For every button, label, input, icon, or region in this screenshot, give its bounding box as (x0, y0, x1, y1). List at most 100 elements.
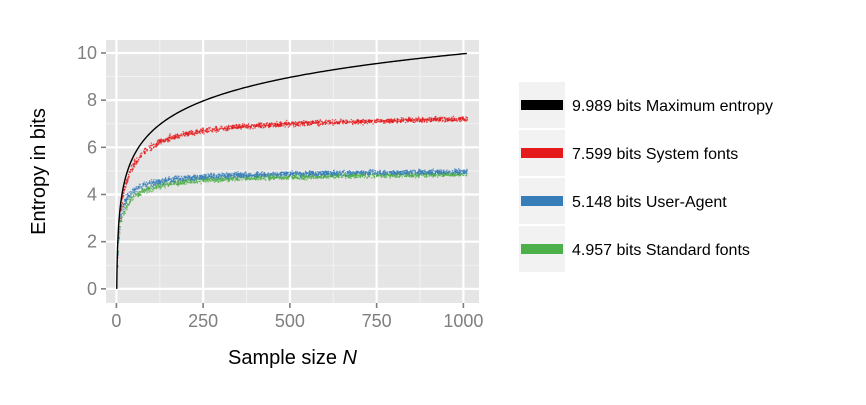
data-point (336, 172, 338, 174)
data-point (226, 172, 228, 174)
data-point (215, 175, 217, 177)
data-point (177, 177, 179, 179)
x-tick-label: 750 (362, 311, 392, 331)
data-point (159, 186, 161, 188)
data-point (440, 173, 443, 175)
y-tick-label: 8 (87, 90, 97, 110)
data-point (452, 115, 455, 118)
data-point (438, 118, 440, 121)
data-point (247, 127, 249, 129)
data-point (326, 177, 328, 179)
data-point (414, 171, 417, 174)
data-point (150, 149, 152, 152)
data-point (264, 126, 267, 128)
data-point (160, 141, 162, 143)
data-point (201, 180, 204, 182)
data-point (338, 121, 341, 123)
data-point (258, 126, 260, 128)
data-point (357, 174, 359, 177)
data-point (375, 175, 378, 177)
legend-label: 7.599 bits System fonts (572, 146, 738, 163)
data-point (211, 175, 213, 177)
data-point (227, 179, 229, 181)
data-point (168, 179, 171, 181)
data-point (276, 125, 279, 127)
data-point (352, 171, 354, 173)
data-point (414, 177, 417, 179)
data-point (245, 178, 247, 180)
data-point (198, 180, 200, 183)
data-point (353, 172, 355, 175)
data-point (125, 205, 127, 207)
data-point (337, 121, 340, 123)
data-point (384, 169, 386, 172)
data-point (403, 119, 405, 121)
data-point (222, 173, 224, 175)
data-point (129, 199, 131, 201)
data-point (175, 133, 177, 136)
data-point (304, 171, 307, 173)
data-point (262, 125, 264, 127)
data-point (322, 177, 324, 179)
data-point (130, 193, 132, 195)
data-point (389, 119, 391, 122)
data-point (200, 128, 202, 130)
data-point (251, 124, 253, 126)
data-point (250, 177, 253, 179)
data-point (401, 171, 404, 173)
data-point (284, 174, 287, 177)
data-point (282, 125, 284, 127)
data-point (242, 124, 244, 126)
data-point (348, 170, 350, 172)
data-point (385, 171, 388, 174)
data-point (322, 170, 325, 173)
data-point (296, 124, 298, 126)
data-point (132, 196, 135, 198)
data-point (442, 119, 444, 121)
data-point (268, 124, 270, 126)
data-point (135, 194, 138, 196)
data-point (146, 190, 148, 192)
data-point (310, 120, 312, 123)
data-point (312, 177, 315, 179)
data-point (333, 169, 335, 172)
data-point (362, 174, 364, 177)
data-point (260, 126, 262, 129)
data-point (399, 175, 401, 178)
data-point (221, 126, 223, 128)
data-point (165, 183, 167, 185)
data-point (312, 121, 314, 124)
data-point (416, 118, 419, 120)
data-point (229, 173, 232, 175)
data-point (238, 179, 241, 182)
data-point (134, 188, 136, 190)
data-point (192, 180, 195, 182)
data-point (250, 126, 252, 129)
data-point (241, 175, 243, 177)
data-point (418, 172, 421, 174)
data-point (202, 175, 204, 178)
data-point (256, 124, 258, 126)
data-point (452, 173, 455, 175)
data-point (308, 173, 311, 175)
data-point (210, 178, 213, 180)
data-point (164, 185, 166, 187)
data-point (376, 173, 378, 175)
data-point (161, 178, 164, 180)
data-point (210, 173, 213, 176)
data-point (275, 126, 277, 128)
data-point (333, 174, 335, 177)
data-point (461, 118, 464, 120)
data-point (177, 182, 179, 184)
data-point (303, 174, 305, 176)
data-point (182, 179, 184, 181)
data-point (452, 171, 454, 174)
data-point (258, 174, 260, 176)
data-point (165, 180, 168, 183)
data-point (124, 212, 126, 214)
data-point (374, 120, 376, 122)
data-point (189, 179, 192, 181)
data-point (328, 170, 330, 172)
data-point (450, 172, 452, 174)
